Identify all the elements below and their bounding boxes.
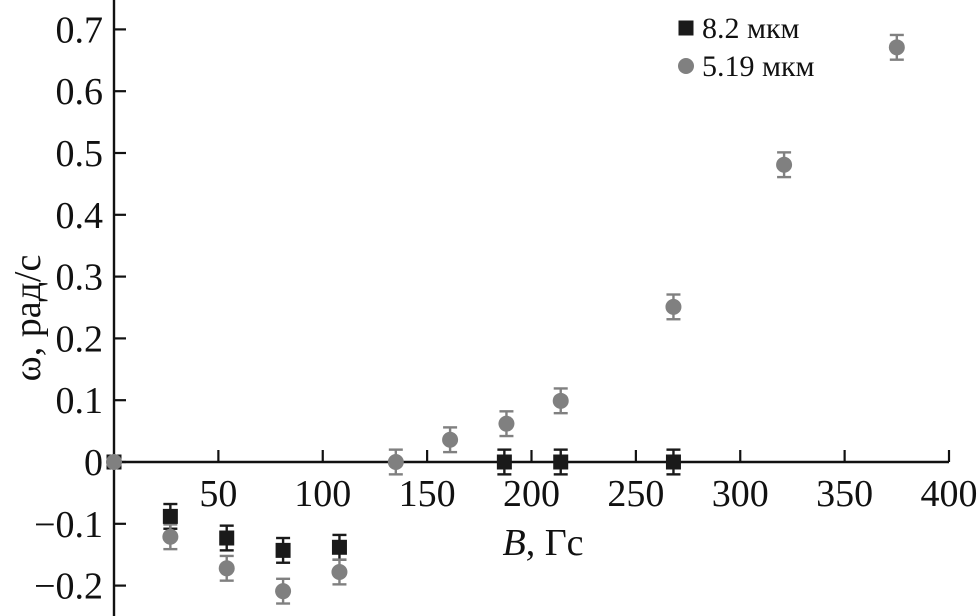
x-axis-title: B, Гс (502, 522, 583, 564)
data-point-circle (498, 415, 515, 432)
y-tick-label: 0.7 (56, 9, 104, 51)
x-axis-variable: B (502, 522, 525, 564)
tick-marks (114, 28, 951, 587)
error-bars (163, 33, 904, 605)
data-point-square (496, 454, 512, 470)
y-tick-label: 0.4 (56, 195, 104, 237)
x-tick-label: 300 (712, 473, 769, 515)
y-tick-label: 0.6 (56, 71, 104, 113)
x-tick-label: 250 (607, 473, 664, 515)
tick-labels: −0.2 −0.1 0 0.1 0.2 0.3 0.4 0.5 0.6 0.7 50 100 150 20… (34, 9, 977, 607)
x-tick-label: 100 (294, 473, 351, 515)
legend-circle-icon (678, 58, 694, 74)
data-point-circle (888, 39, 905, 56)
x-tick-label: 200 (503, 473, 560, 515)
x-tick-label: 50 (199, 473, 237, 515)
legend-label: 8.2 мкм (702, 12, 800, 45)
data-point-circle (162, 528, 179, 545)
legend-entry: 5.19 мкм (678, 50, 815, 83)
data-point-square (665, 454, 681, 470)
data-point-square (331, 539, 347, 555)
data-point-circle (665, 298, 682, 315)
data-point-circle (552, 392, 569, 409)
y-tick-label: −0.2 (34, 566, 103, 608)
data-point-circle (776, 156, 793, 173)
legend-label: 5.19 мкм (702, 50, 815, 83)
data-point-square (162, 508, 178, 524)
data-point-square (275, 542, 291, 558)
data-point-circle (106, 454, 122, 470)
data-point-square (219, 530, 235, 546)
y-tick-label: 0.3 (56, 257, 104, 299)
x-tick-label: 400 (921, 473, 978, 515)
x-tick-label: 150 (399, 473, 456, 515)
data-point-circle (218, 560, 235, 577)
y-tick-label: 0.2 (56, 318, 104, 360)
x-tick-label: 350 (816, 473, 873, 515)
data-point-circle (442, 431, 459, 448)
legend-entry: 8.2 мкм (678, 12, 800, 45)
y-tick-label: 0.1 (56, 380, 104, 422)
x-axis-unit: , Гс (526, 522, 584, 564)
y-tick-label: 0.5 (56, 133, 104, 175)
data-point-circle (387, 454, 404, 470)
data-point-circle (331, 564, 348, 581)
legend: 8.2 мкм 5.19 мкм (678, 12, 815, 83)
data-points (106, 39, 905, 600)
data-point-circle (275, 583, 292, 600)
data-point-square (553, 454, 569, 470)
legend-square-icon (678, 20, 694, 36)
y-tick-label: −0.1 (34, 504, 103, 546)
y-tick-label: 0 (84, 442, 103, 484)
y-axis-title: ω, рад/с (7, 255, 49, 382)
